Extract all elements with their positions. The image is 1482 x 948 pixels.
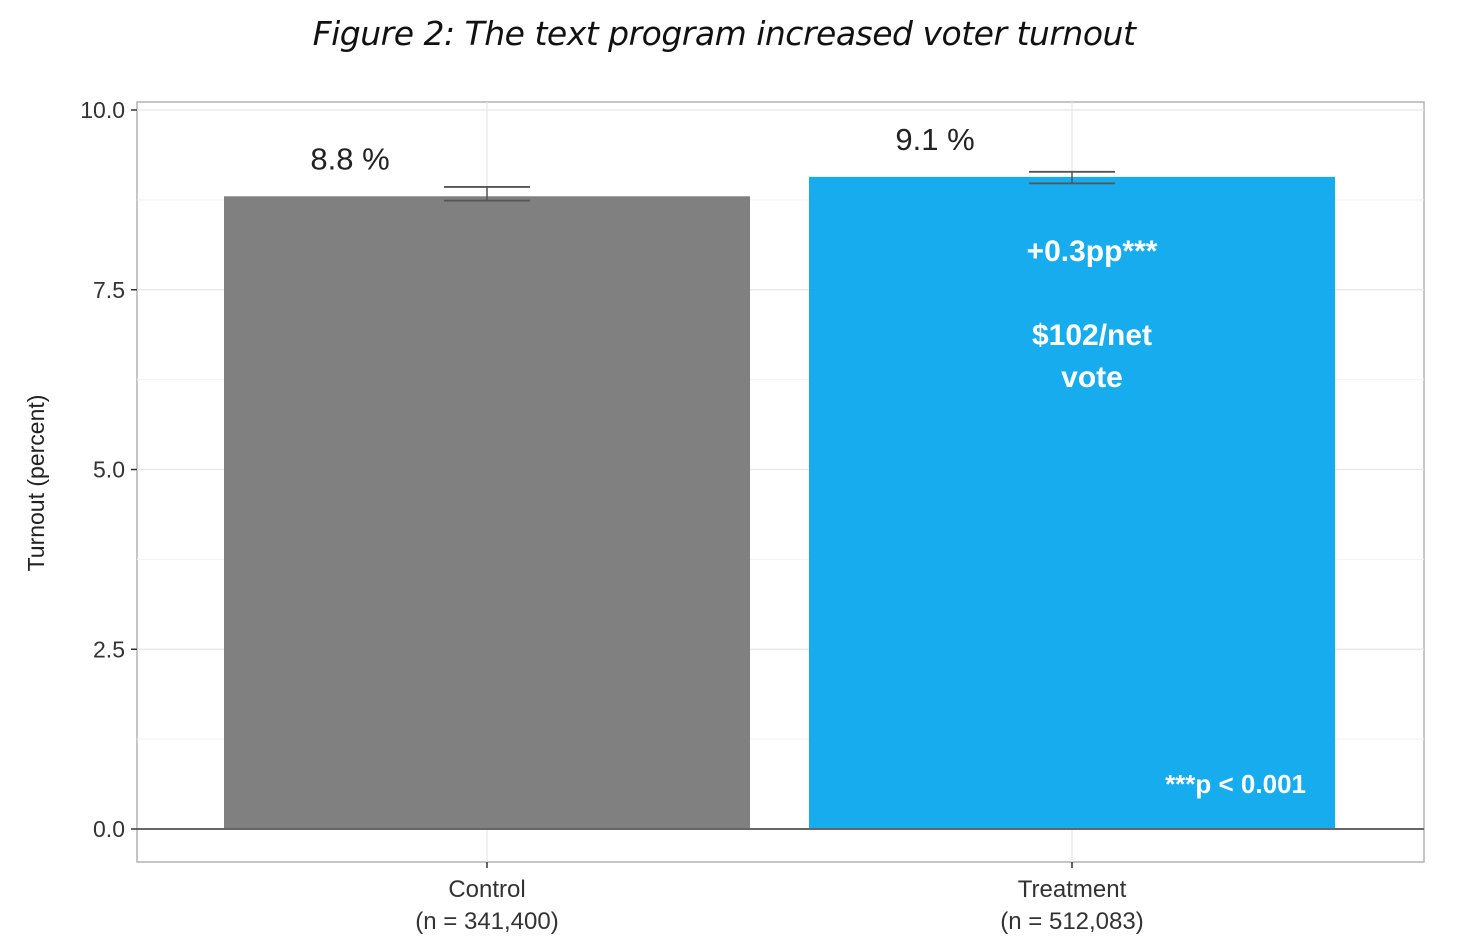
x-tick-label: Treatment bbox=[1018, 876, 1127, 903]
x-tick-sublabel: (n = 341,400) bbox=[415, 908, 558, 935]
data-label: 8.8 % bbox=[310, 141, 389, 176]
bar-control bbox=[224, 196, 750, 829]
y-tick-label: 0.0 bbox=[93, 816, 125, 842]
y-tick-label: 5.0 bbox=[93, 457, 125, 483]
cost-annotation: $102/net bbox=[1032, 319, 1152, 352]
y-tick-label: 10.0 bbox=[80, 97, 125, 123]
y-tick-label: 2.5 bbox=[93, 636, 125, 662]
x-tick-sublabel: (n = 512,083) bbox=[1000, 908, 1143, 935]
x-tick-label: Control bbox=[448, 876, 525, 903]
effect-annotation: +0.3pp*** bbox=[1027, 235, 1158, 268]
data-label: 9.1 % bbox=[895, 122, 974, 157]
y-tick-label: 7.5 bbox=[93, 277, 125, 303]
significance-note: ***p < 0.001 bbox=[1165, 769, 1306, 799]
y-axis-label: Turnout (percent) bbox=[23, 395, 49, 572]
cost-annotation: vote bbox=[1061, 361, 1123, 394]
bar-treatment bbox=[809, 176, 1335, 829]
chart-title: Figure 2: The text program increased vot… bbox=[312, 14, 1136, 53]
